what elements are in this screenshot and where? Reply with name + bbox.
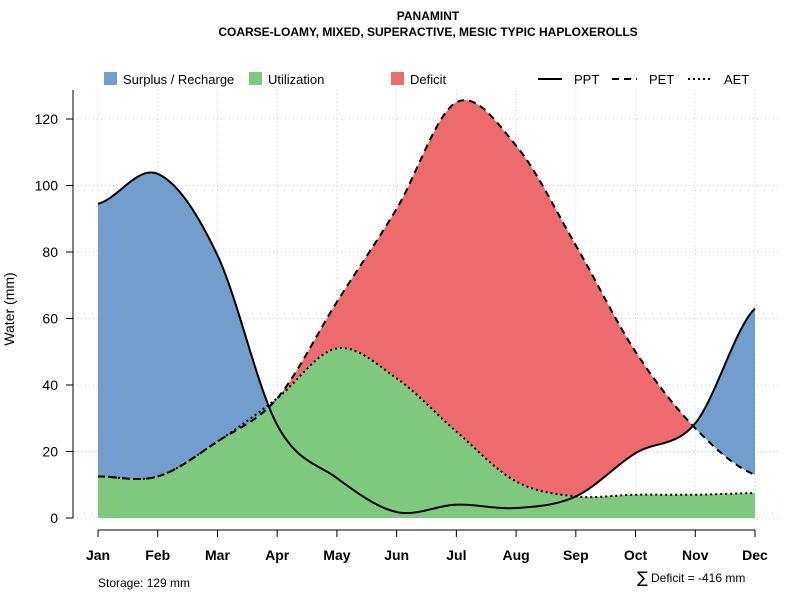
x-tick-label: Jan bbox=[86, 547, 110, 563]
x-tick-label: May bbox=[323, 547, 350, 563]
series-lines bbox=[97, 99, 756, 515]
y-ticks: 0 20 40 60 80 100 120 bbox=[35, 111, 73, 526]
x-tick-label: Nov bbox=[682, 547, 709, 563]
legend-label-aet: AET bbox=[724, 72, 749, 87]
y-tick-label: 20 bbox=[42, 444, 58, 460]
deficit-area bbox=[98, 100, 755, 497]
pet-line bbox=[97, 99, 756, 481]
x-tick-label: Jul bbox=[446, 547, 466, 563]
legend-swatch-deficit bbox=[391, 72, 404, 85]
legend-swatch-surplus bbox=[104, 72, 117, 85]
chart-title: PANAMINT bbox=[397, 9, 460, 23]
x-tick-label: Feb bbox=[145, 547, 170, 563]
sigma-symbol: ∑ bbox=[637, 568, 648, 587]
x-ticks: Jan Feb Mar Apr May Jun Jul Aug Sep Oct Nov Dec bbox=[86, 530, 768, 563]
axes bbox=[72, 90, 755, 531]
y-tick-label: 40 bbox=[42, 377, 58, 393]
legend-label-pet: PET bbox=[649, 72, 674, 87]
ppt-line bbox=[97, 171, 756, 515]
legend-label-deficit: Deficit bbox=[410, 72, 447, 87]
x-tick-label: Jun bbox=[384, 547, 409, 563]
x-tick-label: Apr bbox=[265, 547, 290, 563]
utilization-area bbox=[98, 348, 755, 518]
y-tick-label: 0 bbox=[50, 510, 58, 526]
aet-line bbox=[97, 347, 756, 499]
x-tick-label: Oct bbox=[624, 547, 648, 563]
y-tick-label: 60 bbox=[42, 311, 58, 327]
chart-subtitle: COARSE-LOAMY, MIXED, SUPERACTIVE, MESIC … bbox=[218, 25, 637, 39]
y-axis-label: Water (mm) bbox=[1, 272, 17, 345]
legend: Surplus / Recharge Utilization Deficit P… bbox=[104, 72, 749, 87]
legend-label-utilization: Utilization bbox=[268, 72, 324, 87]
legend-label-ppt: PPT bbox=[574, 72, 599, 87]
legend-label-surplus: Surplus / Recharge bbox=[123, 72, 234, 87]
x-tick-label: Sep bbox=[563, 547, 589, 563]
storage-note: Storage: 129 mm bbox=[98, 576, 190, 590]
surplus-recharge-area bbox=[98, 100, 755, 480]
deficit-note: Deficit = -416 mm bbox=[651, 571, 745, 585]
legend-swatch-utilization bbox=[249, 72, 262, 85]
area-fills bbox=[98, 100, 755, 518]
x-tick-label: Aug bbox=[502, 547, 529, 563]
y-tick-label: 120 bbox=[35, 111, 59, 127]
y-tick-label: 80 bbox=[42, 244, 58, 260]
x-tick-label: Dec bbox=[742, 547, 768, 563]
y-tick-label: 100 bbox=[35, 178, 59, 194]
x-tick-label: Mar bbox=[205, 547, 230, 563]
